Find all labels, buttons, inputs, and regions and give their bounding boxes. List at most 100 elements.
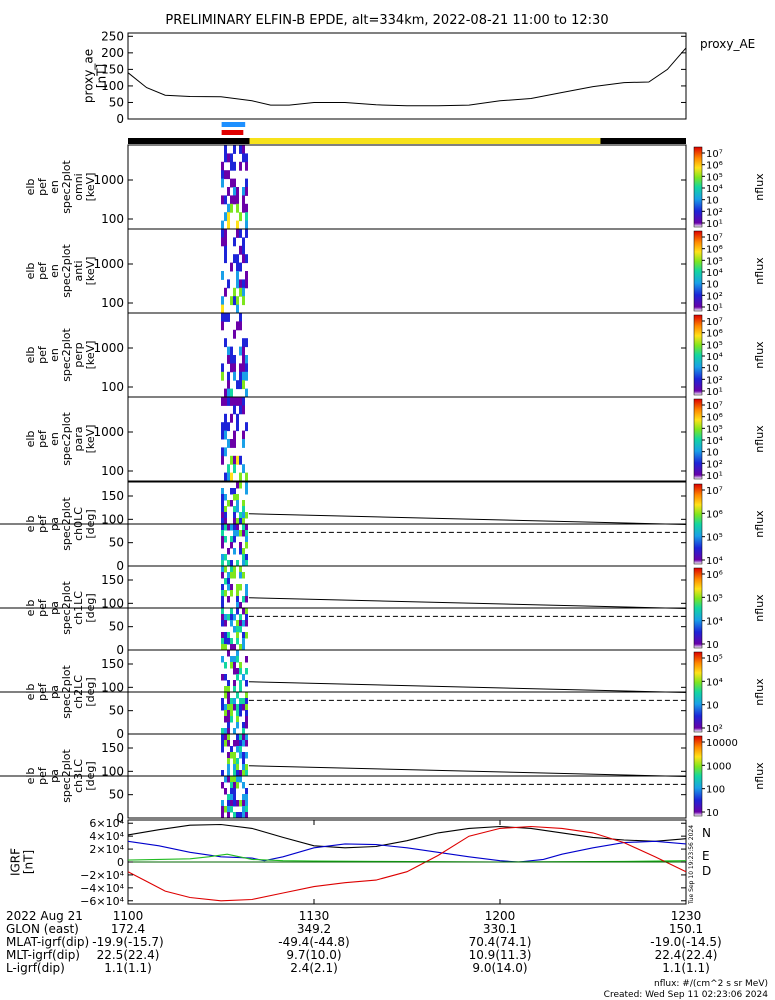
spectrogram-pixel	[239, 212, 242, 221]
spectrogram-pixel	[221, 195, 224, 204]
spectrogram-pixel	[233, 530, 236, 537]
panel-y-label: elbpefpaspec2plotch1LC[deg]	[24, 581, 97, 635]
spectrogram-pixel	[236, 263, 239, 272]
spectrogram-pixel	[242, 237, 245, 246]
spectrogram-pixel	[236, 221, 239, 230]
colorbar	[694, 484, 702, 564]
spectrogram-pixel	[236, 584, 239, 591]
spectrogram-pixel	[230, 363, 233, 372]
spectrogram-pixel	[242, 500, 245, 507]
spectrogram-pixel	[236, 195, 239, 204]
spectrogram-pixel	[239, 313, 242, 322]
colorbar-tick-label: 10⁶	[706, 509, 723, 520]
spectrogram-pixel	[245, 153, 248, 162]
spectrogram-pixel	[227, 347, 230, 356]
colorbar-tick-label: 10¹	[706, 471, 723, 482]
spectrogram-pixel	[239, 347, 242, 356]
igrf-series-line	[128, 841, 686, 862]
spectrogram-pixel	[242, 363, 245, 372]
spectrogram-pixel	[221, 590, 224, 597]
spectrogram-pixel	[242, 464, 245, 473]
spectrogram-pixel	[245, 254, 248, 263]
spectrogram-pixel	[245, 788, 248, 795]
spectrogram-pixel	[245, 620, 248, 627]
spectrogram-pixel	[239, 668, 242, 675]
spectrogram-pixel	[227, 614, 230, 621]
colorbar-tick-label: 10²	[706, 207, 723, 218]
spectrogram-pixel	[233, 237, 236, 246]
colorbar-tick-label: 10⁳	[706, 196, 719, 207]
sunlight-bar-segment	[128, 138, 250, 144]
spectrogram-pixel	[236, 524, 239, 531]
spectrogram-pixel	[242, 572, 245, 579]
spectrogram-pixel	[245, 389, 248, 398]
spectrogram-pixel	[233, 456, 236, 465]
colorbar-tick-label: 10⁵	[706, 533, 723, 544]
y-tick-label: 50	[109, 788, 124, 802]
spectrogram-pixel	[242, 632, 245, 639]
panel-y-label: elbpefpaspec2plotch0LC[deg]	[24, 497, 97, 551]
spectrogram-pixel	[236, 482, 239, 489]
spectrogram-pixel	[224, 776, 227, 783]
panel-frame	[128, 145, 686, 229]
spectrogram-pixel	[245, 554, 248, 561]
spectrogram-pixel	[230, 542, 233, 549]
spectrogram-pixel	[224, 389, 227, 398]
spectrogram-pixel	[230, 620, 233, 627]
orbit-row-value: 10.9(11.3)	[469, 948, 532, 962]
spectrogram-pixels	[221, 229, 248, 314]
colorbar-tick-label: 10⁵	[706, 340, 723, 351]
spectrogram-pixel	[221, 397, 224, 406]
colorbar	[694, 736, 702, 816]
proxy-ae-y-tick-label: 250	[101, 29, 124, 43]
spectrogram-pixel	[236, 704, 239, 711]
colorbar-tick-label: 10⁴	[706, 436, 723, 447]
colorbar-tick-label: 10²	[706, 724, 723, 735]
proxy-ae-panel: 250200150100500 proxy_ae[nT] proxy_AE	[82, 29, 756, 126]
spectrogram-pixel	[236, 500, 239, 507]
spectrogram-pixel	[236, 506, 239, 513]
orbit-row-value: 1200	[485, 909, 516, 923]
spectrogram-pixel	[230, 614, 233, 621]
spectrogram-pixel	[245, 704, 248, 711]
spectrogram-pixel	[227, 764, 230, 771]
spectrogram-pixel	[242, 397, 245, 406]
spectrogram-pixel	[224, 338, 227, 347]
spectrogram-pixel	[224, 716, 227, 723]
spectrogram-pixel	[227, 722, 230, 729]
spectrogram-pixel	[242, 530, 245, 537]
science-zone-bar	[222, 130, 244, 135]
spectrogram-pixel	[236, 590, 239, 597]
spectrogram-pixel	[242, 145, 245, 154]
spectrogram-pixel	[233, 363, 236, 372]
spectrogram-pixel	[245, 752, 248, 759]
spectrogram-pixel	[242, 195, 245, 204]
spectrogram-pixel	[227, 524, 230, 531]
spectrogram-pixel	[230, 195, 233, 204]
spectrogram-pixel	[224, 237, 227, 246]
spectrogram-pixel	[239, 800, 242, 807]
spectrogram-pixel	[242, 608, 245, 615]
spectrogram-panel-pitch: 150100500elbpefpaspec2plotch3LC[deg]1000…	[0, 734, 766, 825]
spectrogram-pixel	[239, 746, 242, 753]
spectrogram-pixel	[221, 656, 224, 663]
spectrogram-pixel	[227, 170, 230, 179]
plot-title: PRELIMINARY ELFIN-B EPDE, alt=334km, 202…	[165, 13, 608, 28]
spectrogram-pixel	[245, 279, 248, 288]
spectrogram-pixel	[233, 572, 236, 579]
spectrogram-pixel	[245, 473, 248, 482]
spectrogram-pixel	[242, 734, 245, 741]
spectrogram-pixel	[239, 397, 242, 406]
spectrogram-pixel	[245, 740, 248, 747]
spectrogram-pixel	[221, 372, 224, 381]
colorbar	[694, 399, 702, 479]
panel-y-label: elbpefpaspec2plotch3LC[deg]	[24, 749, 97, 803]
spectrogram-pixel	[227, 380, 230, 389]
colorbar	[694, 315, 702, 395]
colorbar-tick-label: 10⁶	[706, 413, 723, 424]
colorbar-label: nflux	[753, 425, 766, 453]
y-tick-label: 50	[109, 620, 124, 634]
colorbar-tick-label: 10⁴	[706, 268, 723, 279]
spectrogram-pixel	[227, 355, 230, 364]
spectrogram-pixel	[236, 530, 239, 537]
